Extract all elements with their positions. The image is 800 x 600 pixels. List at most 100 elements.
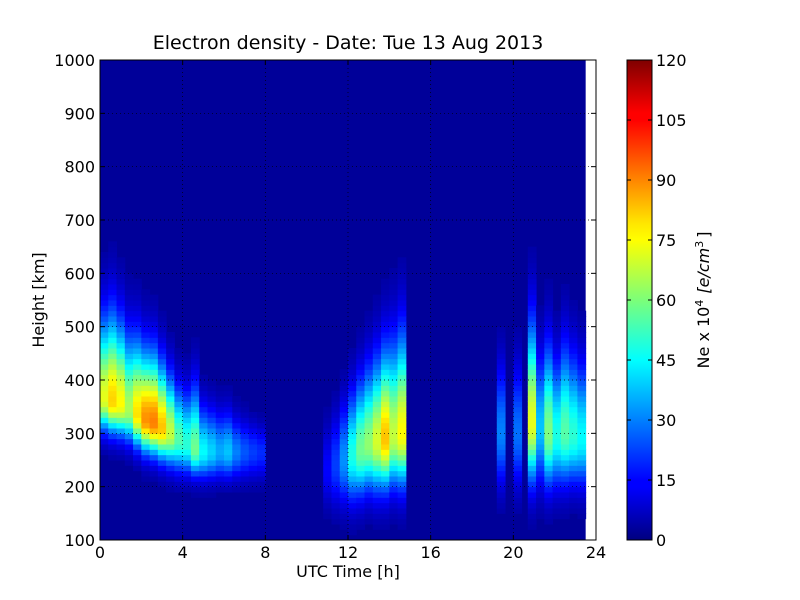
heatmap-cell xyxy=(323,508,332,514)
heatmap-cell xyxy=(149,332,159,338)
heatmap-cell xyxy=(215,449,225,456)
heatmap-cell xyxy=(182,364,192,370)
heatmap-cell xyxy=(157,422,167,429)
heatmap-cell xyxy=(389,412,399,418)
heatmap-cell xyxy=(569,380,578,386)
heatmap-cell xyxy=(166,342,175,349)
heatmap-cell xyxy=(577,460,587,466)
heatmap-cell xyxy=(199,470,208,477)
heatmap-cell xyxy=(389,401,399,408)
heatmap-cell xyxy=(397,374,407,381)
heatmap-cell xyxy=(240,470,250,477)
colorbar-tick-label: 90 xyxy=(656,171,676,190)
heatmap-cell xyxy=(577,433,587,440)
heatmap-cell xyxy=(560,422,570,429)
heatmap-cell xyxy=(527,417,537,424)
heatmap-cell xyxy=(116,380,126,386)
heatmap-cell xyxy=(536,348,545,354)
heatmap-cell xyxy=(232,433,242,440)
heatmap-cell xyxy=(552,412,562,418)
heatmap-cell xyxy=(389,348,399,354)
heatmap-cell xyxy=(356,508,366,514)
heatmap-cell xyxy=(240,481,250,488)
heatmap-cell xyxy=(389,486,399,493)
heatmap-cell xyxy=(560,454,570,461)
heatmap-cell xyxy=(527,374,537,381)
heatmap-cell xyxy=(513,444,523,450)
heatmap-cell xyxy=(124,374,134,381)
heatmap-cell xyxy=(513,369,523,376)
heatmap-cell xyxy=(174,428,184,434)
heatmap-cell xyxy=(108,332,118,338)
heatmap-cell xyxy=(552,470,562,477)
heatmap-cell xyxy=(372,476,382,482)
heatmap-cell xyxy=(141,406,151,413)
heatmap-cell xyxy=(116,278,126,285)
heatmap-cell xyxy=(544,438,554,445)
heatmap-cell xyxy=(356,417,366,424)
heatmap-cell xyxy=(116,422,126,429)
heatmap-cell xyxy=(577,412,587,418)
heatmap-cell xyxy=(166,348,175,354)
heatmap-cell xyxy=(389,316,399,322)
colorbar-label: Ne x 104[e/cm3] xyxy=(693,232,714,369)
heatmap-cell xyxy=(372,449,382,456)
heatmap-cell xyxy=(149,385,159,392)
heatmap-cell xyxy=(513,470,523,477)
heatmap-cell xyxy=(100,342,109,349)
heatmap-cell xyxy=(240,428,250,434)
heatmap-cell xyxy=(190,449,200,456)
heatmap-cell xyxy=(182,481,192,488)
heatmap-cell xyxy=(544,358,554,365)
heatmap-cell xyxy=(190,460,200,466)
heatmap-cell xyxy=(560,305,570,312)
heatmap-cell xyxy=(356,444,366,450)
heatmap-cell xyxy=(124,401,134,408)
heatmap-cell xyxy=(372,513,382,520)
heatmap-cell xyxy=(190,476,200,482)
heatmap-cell xyxy=(108,316,118,322)
heatmap-cell xyxy=(331,406,341,413)
heatmap-cell xyxy=(577,470,587,477)
heatmap-cell xyxy=(348,417,357,424)
x-tick-labels: 0 4 8 12 16 20 24 xyxy=(95,543,606,562)
heatmap-cell xyxy=(569,332,578,338)
heatmap-cell xyxy=(372,454,382,461)
heatmap-cell xyxy=(100,300,109,306)
heatmap-cell xyxy=(577,353,587,360)
heatmap-cell xyxy=(166,396,175,402)
heatmap-cell xyxy=(527,390,537,397)
heatmap-cell xyxy=(527,252,537,258)
heatmap-cell xyxy=(513,492,523,498)
heatmap-cell xyxy=(496,369,506,376)
heatmap-cell xyxy=(348,513,357,520)
heatmap-cell xyxy=(182,470,192,477)
heatmap-cell xyxy=(389,444,399,450)
heatmap-cell xyxy=(364,321,374,328)
heatmap-cell xyxy=(356,465,366,472)
heatmap-cell xyxy=(141,460,151,466)
colorbar-tick-label: 120 xyxy=(656,51,687,70)
heatmap-cell xyxy=(166,454,175,461)
heatmap-cell xyxy=(372,353,382,360)
heatmap-cell xyxy=(496,492,506,498)
heatmap-cell xyxy=(141,454,151,461)
heatmap-cell xyxy=(224,438,233,445)
heatmap-cell xyxy=(190,348,200,354)
heatmap-cell xyxy=(513,374,523,381)
heatmap-cell xyxy=(331,465,341,472)
heatmap-cell xyxy=(141,321,151,328)
heatmap-cell xyxy=(536,390,545,397)
heatmap-cell xyxy=(133,316,142,322)
heatmap-cell xyxy=(356,428,366,434)
heatmap-cell xyxy=(166,460,175,466)
heatmap-cell xyxy=(108,348,118,354)
heatmap-cell xyxy=(323,497,332,504)
heatmap-cell xyxy=(215,465,225,472)
heatmap-cell xyxy=(552,481,562,488)
heatmap-cell xyxy=(232,486,242,493)
heatmap-cell xyxy=(166,422,175,429)
heatmap-cell xyxy=(544,406,554,413)
heatmap-cell xyxy=(381,364,390,370)
heatmap-cell xyxy=(348,518,357,525)
